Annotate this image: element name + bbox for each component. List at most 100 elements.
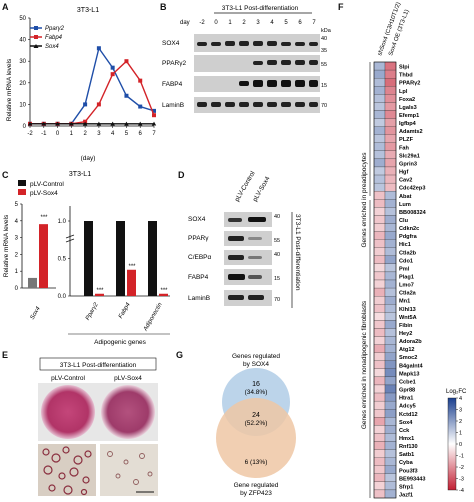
heatmap-cell xyxy=(384,191,397,200)
venn-top-label-2: by SOX4 xyxy=(243,361,269,368)
series-point-2 xyxy=(69,121,74,126)
heatmap-row-label: Lpl xyxy=(399,89,408,95)
bar-control-sox4 xyxy=(28,277,37,288)
staining-header: 3T3-L1 Post-differentiation xyxy=(60,362,137,369)
heatmap-cell xyxy=(373,433,386,442)
heatmap-cell xyxy=(384,304,397,313)
colorbar-tick-label: 2 xyxy=(459,419,462,425)
heatmap-group1-label: Genes enriched in preadipocytes xyxy=(361,152,368,248)
heatmap-cell xyxy=(373,457,386,466)
heatmap-cell xyxy=(384,174,397,184)
blot-d-side-label: 3T3-L1 Post-differentiation xyxy=(294,214,301,291)
chart-c-ylabel: Relative mRNA levels xyxy=(3,214,10,277)
legend-a-pparg2: Pparγ2 xyxy=(45,26,65,32)
heatmap-row-label: Lmo7 xyxy=(399,283,414,289)
venn-overlap-count: 24 xyxy=(252,412,260,419)
heatmap-row-label: Slc29a1 xyxy=(399,153,420,159)
colorbar-title: Log₂FC xyxy=(446,389,467,395)
y-tick-label-c1: 1 xyxy=(15,269,19,275)
colorbar-tick-label: 1 xyxy=(459,431,462,437)
panel-d-western-blot: pLV-Control pLV-Sox4 3T3-L1 Post-differe… xyxy=(188,170,301,308)
heatmap-row-label: Mapk13 xyxy=(399,371,420,377)
heatmap-cell xyxy=(373,94,386,103)
y-tick-label-a: 20 xyxy=(19,81,26,87)
heatmap-cell xyxy=(373,191,386,200)
heatmap-cell xyxy=(384,489,397,499)
heatmap-cell xyxy=(384,336,397,345)
legend-a-sox4: Sox4 xyxy=(45,44,59,50)
series-point-1 xyxy=(152,113,156,118)
series-point-0 xyxy=(152,108,156,113)
heatmap-row-label: Adcy5 xyxy=(399,404,416,410)
sig-3: *** xyxy=(160,288,168,294)
heatmap-row-label: Cdkn2c xyxy=(399,226,419,232)
heatmap-cell xyxy=(373,150,386,160)
heatmap-row-label: Adora2b xyxy=(399,339,422,345)
panel-g-venn-diagram: Genes regulated by SOX4 16 (34.8%) 24 (5… xyxy=(216,353,296,497)
axis-break xyxy=(65,238,75,243)
blot-d-row-pparg: PPARγ xyxy=(188,235,209,242)
x-tick-label-a: 4 xyxy=(111,131,115,137)
heatmap-row-label: Mn1 xyxy=(399,299,410,305)
heatmap-cell xyxy=(384,271,397,281)
heatmap-row-label: Sox4 xyxy=(399,420,413,426)
heatmap-cell xyxy=(384,376,397,386)
series-point-1 xyxy=(96,102,101,107)
heatmap-cell xyxy=(384,384,397,394)
heatmap-row-label: Atg12 xyxy=(399,347,415,353)
heatmap-cell xyxy=(384,215,397,224)
heatmap-cell xyxy=(373,134,386,143)
bar-sox4-3 xyxy=(159,293,168,296)
blot-d-row-sox4: SOX4 xyxy=(188,216,206,223)
heatmap-row-label: PPARγ2 xyxy=(399,81,420,87)
heatmap-cell xyxy=(373,465,386,474)
blot-d-mw-cebpa: 40 xyxy=(274,252,280,258)
heatmap-cell xyxy=(373,384,386,394)
heatmap-cell xyxy=(373,392,386,402)
heatmap-row-label: Gprin3 xyxy=(399,161,417,167)
heatmap-row-label: Smoc2 xyxy=(399,355,417,361)
heatmap-cell xyxy=(373,296,386,305)
series-point-2 xyxy=(55,121,60,126)
heatmap-cell xyxy=(384,465,397,474)
day-tick: 0 xyxy=(214,20,218,26)
x-label-c-1: Pparγ2 xyxy=(85,301,100,321)
series-point-2 xyxy=(151,121,157,126)
panel-b-western-blot: 3T3-L1 Post-differentiation day -2 0 1 2… xyxy=(162,5,332,113)
x-tick-label-a: 7 xyxy=(152,131,156,137)
y-tick-label-a: 30 xyxy=(19,59,26,65)
colorbar-tick-label: -3 xyxy=(459,477,464,483)
heatmap-row-label: Cck xyxy=(399,428,410,434)
y-tick-label-c2: 0.0 xyxy=(58,294,67,300)
heatmap-cell xyxy=(373,215,386,224)
heatmap-cell xyxy=(384,263,397,273)
heatmap-cell xyxy=(373,69,386,79)
x-tick-label-a: -1 xyxy=(41,131,47,137)
x-tick-label-a: 6 xyxy=(139,131,143,137)
x-tick-label-a: 3 xyxy=(97,131,101,137)
heatmap-cell xyxy=(384,69,397,79)
heatmap-cell xyxy=(384,223,397,232)
heatmap-row-label: BE993443 xyxy=(399,476,425,482)
heatmap-cell xyxy=(384,150,397,160)
heatmap-cell xyxy=(373,425,386,434)
heatmap-cell xyxy=(384,207,397,216)
heatmap-cell xyxy=(373,360,386,369)
heatmap-cell xyxy=(373,182,386,192)
series-point-0 xyxy=(110,65,115,70)
heatmap-cell xyxy=(384,118,397,127)
heatmap-row-label: Wnt5A xyxy=(399,315,417,321)
heatmap-border xyxy=(373,61,397,499)
heatmap-cell xyxy=(373,441,386,450)
venn-bottom-label-1: Gene regulated xyxy=(234,482,279,489)
heatmap-cell xyxy=(384,441,397,450)
bar-sox4-2 xyxy=(127,269,136,296)
heatmap-cell xyxy=(373,417,386,426)
heatmap-row-label: Fibin xyxy=(399,323,413,329)
heatmap-cell xyxy=(384,449,397,458)
heatmap-row-label: Satb1 xyxy=(399,452,414,458)
heatmap-cell xyxy=(384,287,397,297)
venn-sox4-percent: (34.8%) xyxy=(245,389,268,396)
panel-e-staining-images: 3T3-L1 Post-differentiation pLV-Control … xyxy=(38,357,158,496)
heatmap-cell xyxy=(384,158,397,168)
